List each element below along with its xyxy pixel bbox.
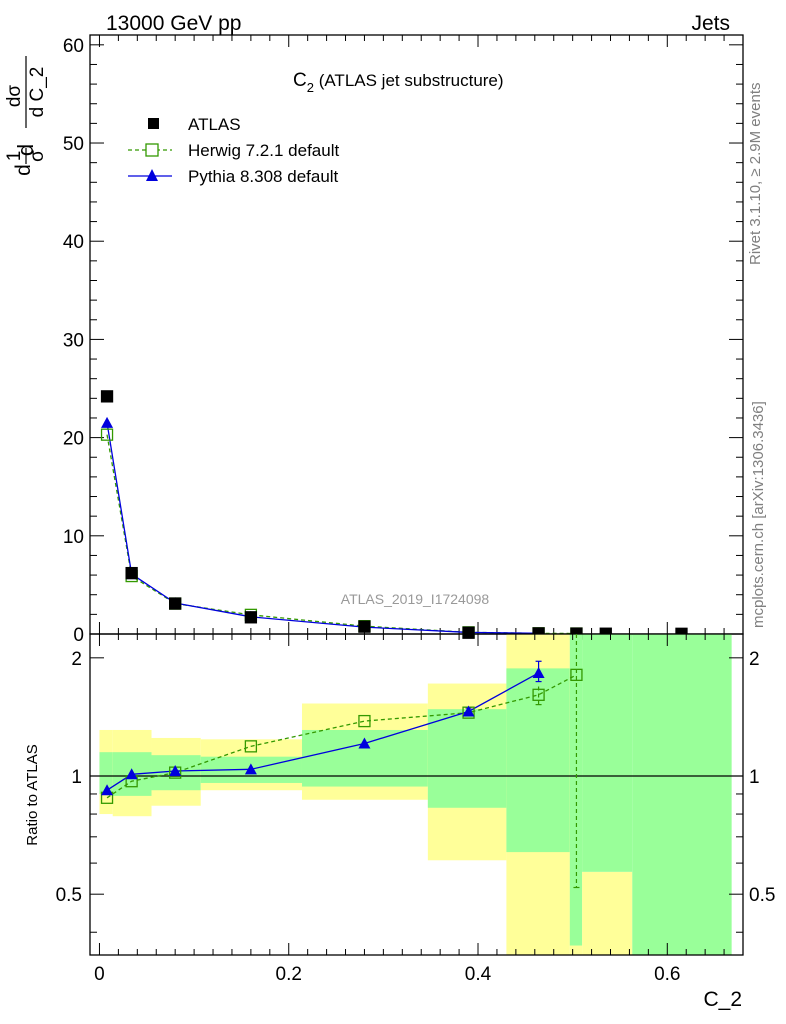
ratio-pythia-point: [169, 764, 182, 776]
legend-marker-atlas: [148, 118, 159, 129]
ratio-y-tick-label-right: 0.5: [749, 885, 775, 906]
legend-label-pythia: Pythia 8.308 default: [188, 167, 339, 186]
x-axis-label: C_2: [703, 988, 742, 1011]
ratio-band-green-9: [632, 634, 732, 955]
ratio-pythia-point: [462, 705, 475, 717]
ratio-band-yellow-8: [582, 871, 633, 955]
legend-marker-pythia: [146, 169, 158, 181]
ratio-pythia-point: [244, 763, 257, 775]
x-tick-label: 0: [94, 964, 105, 985]
legend: ATLAS Herwig 7.2.1 default Pythia 8.308 …: [128, 115, 339, 186]
main-y-tick-label: 60: [63, 36, 84, 57]
ratio-band-green-5: [427, 709, 507, 808]
ratio-pythia-point: [532, 666, 545, 678]
ratio-y-tick-label-right: 2: [749, 649, 760, 670]
main-plot-panel: 0 10 20 30 40 50 60: [63, 34, 744, 646]
x-tick-label: 0.2: [276, 964, 302, 985]
main-y-axis-label: d d 1 σ dσ d C_2: [4, 56, 48, 176]
atlas-point: [358, 620, 371, 633]
rivet-version-label: Rivet 3.1.10, ≥ 2.9M events: [747, 83, 764, 266]
atlas-point: [462, 626, 475, 639]
atlas-point: [100, 390, 114, 403]
pythia-point: [101, 416, 114, 428]
ratio-band-green-8: [582, 634, 633, 872]
ylabel-sigma: σ: [27, 150, 48, 162]
main-y-tick-label: 10: [63, 527, 84, 548]
x-tick-label: 0.6: [654, 964, 680, 985]
ratio-pythia-point: [125, 768, 138, 780]
ratio-plot-panel: 0 0.2 0.4 0.6 0.5 0.5 1 1 2 2: [56, 633, 775, 985]
ratio-herwig-point: [570, 668, 583, 681]
main-y-tick-label: 40: [63, 232, 84, 253]
ratio-frame: [89, 633, 744, 956]
ylabel-dc2: d C_2: [27, 67, 48, 118]
herwig-point: [100, 428, 114, 441]
ratio-band-green-0: [99, 752, 113, 794]
x-tick-label: 0.4: [465, 964, 492, 985]
main-y-tick-label: 0: [73, 625, 84, 646]
ratio-y-tick-label: 0.5: [56, 885, 82, 906]
mcplots-label: mcplots.cern.ch [arXiv:1306.3436]: [750, 401, 767, 628]
ylabel-dsigma: dσ: [4, 85, 25, 108]
legend-label-herwig: Herwig 7.2.1 default: [188, 141, 339, 160]
main-y-tick-label: 50: [63, 134, 84, 155]
legend-marker-herwig: [145, 143, 159, 157]
ratio-herwig-point: [244, 740, 258, 753]
legend-label-atlas: ATLAS: [188, 115, 241, 134]
atlas-point: [125, 566, 138, 580]
ratio-y-tick-label: 1: [71, 767, 82, 788]
ratio-y-axis-label: Ratio to ATLAS: [24, 744, 41, 845]
ylabel-one: 1: [4, 151, 25, 162]
atlas-point: [169, 597, 182, 610]
ratio-y-tick-label: 2: [71, 649, 82, 670]
ylabel-d: d: [12, 164, 35, 176]
ratio-band-green-6: [506, 668, 570, 853]
ratio-pythia-point: [358, 737, 371, 749]
main-y-tick-label: 30: [63, 330, 84, 351]
header-left: 13000 GeV pp: [106, 12, 241, 35]
header-right: Jets: [691, 12, 730, 35]
ratio-herwig-line: [106, 674, 577, 799]
ratio-herwig-point: [532, 688, 545, 701]
chart-title: C2 (ATLAS jet substructure): [293, 70, 504, 95]
ratio-pythia-point: [101, 784, 114, 796]
analysis-watermark: ATLAS_2019_I1724098: [341, 591, 490, 607]
ratio-herwig-point: [358, 714, 371, 728]
main-y-tick-label: 20: [63, 429, 84, 450]
atlas-point: [244, 611, 258, 624]
ratio-y-tick-label-right: 1: [749, 767, 760, 788]
